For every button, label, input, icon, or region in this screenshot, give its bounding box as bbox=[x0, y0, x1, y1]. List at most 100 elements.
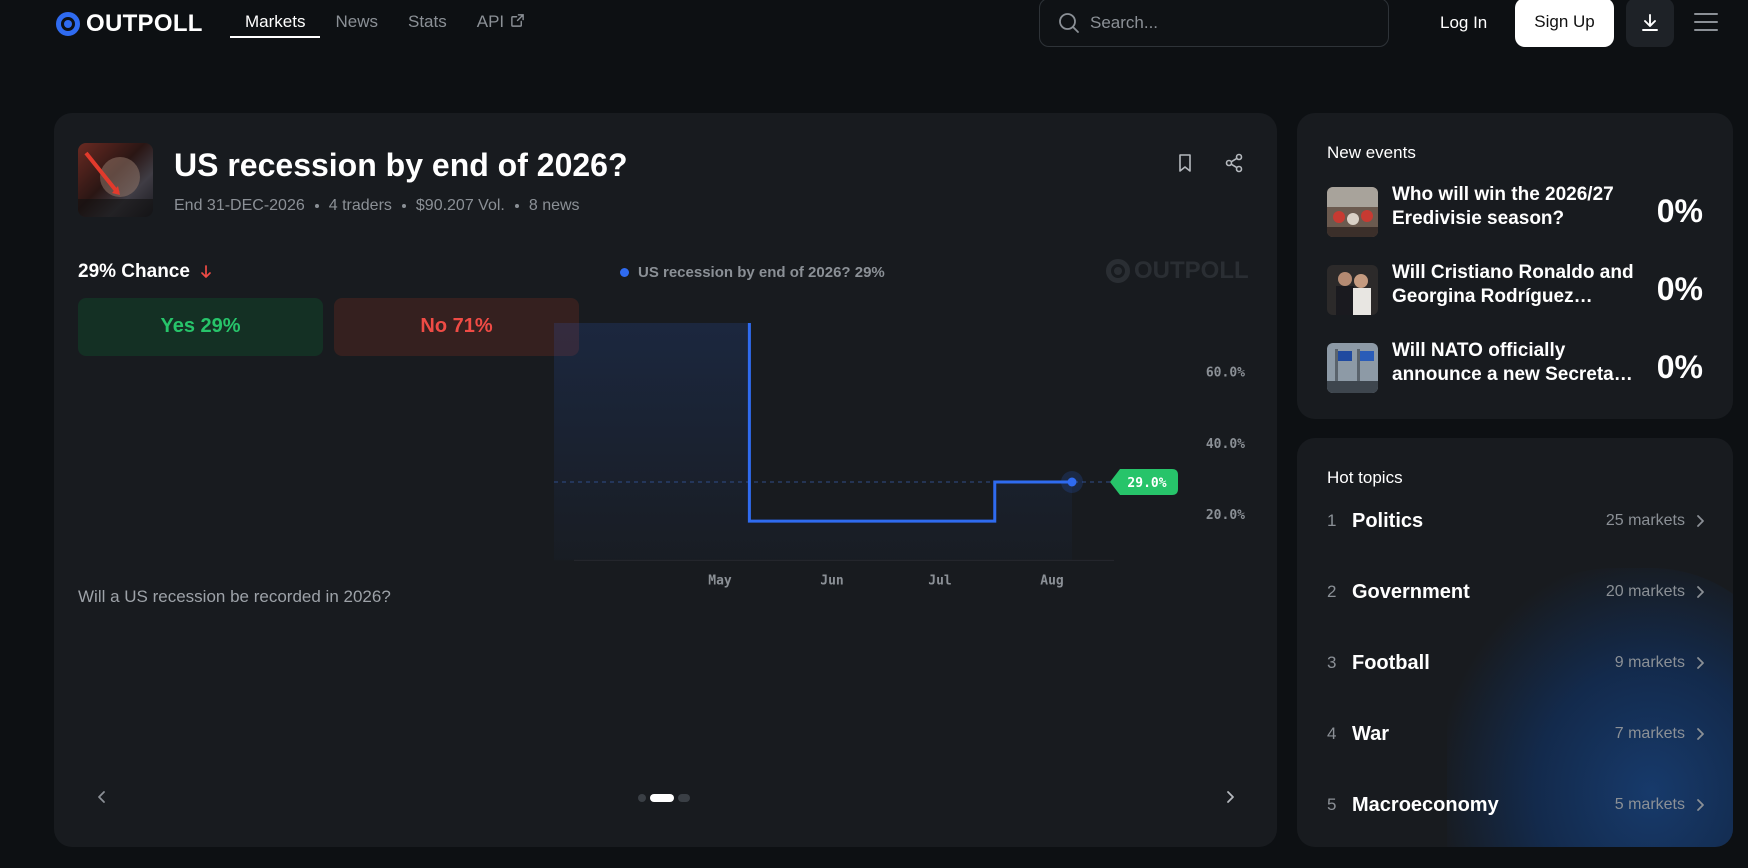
topic-count: 25 markets bbox=[1605, 512, 1685, 529]
chart-legend: US recession by end of 2026? 29% bbox=[620, 264, 885, 281]
no-button[interactable]: No 71% bbox=[334, 298, 579, 356]
hot-topics-card: Hot topics 1 Politics 25 markets 2 Gover… bbox=[1297, 438, 1733, 847]
current-value-label: 29.0% bbox=[1127, 476, 1166, 491]
yes-button[interactable]: Yes 29% bbox=[78, 298, 323, 356]
nav-markets[interactable]: Markets bbox=[230, 0, 321, 38]
event-item[interactable]: Will NATO officially announce a new Secr… bbox=[1327, 339, 1717, 395]
x-tick-label: May bbox=[708, 573, 732, 588]
logo-text: OUTPOLL bbox=[86, 10, 203, 37]
pager-dot-active[interactable] bbox=[650, 794, 674, 802]
download-button[interactable] bbox=[1626, 0, 1674, 47]
new-events-card: New events Who will win the 2026/27 Ered… bbox=[1297, 113, 1733, 419]
y-tick-label: 60.0% bbox=[1206, 366, 1245, 381]
watermark-logo-icon bbox=[1106, 259, 1130, 283]
topic-rank: 5 bbox=[1327, 795, 1337, 814]
event-thumbnail bbox=[1327, 187, 1378, 237]
pager-dot[interactable] bbox=[638, 794, 646, 802]
search-box[interactable] bbox=[1039, 0, 1389, 47]
chevron-right-icon bbox=[1697, 515, 1704, 527]
legend-label: US recession by end of 2026? 29% bbox=[638, 264, 885, 281]
x-tick-label: Jun bbox=[820, 573, 843, 588]
search-input[interactable] bbox=[1090, 12, 1370, 33]
topic-count: 20 markets bbox=[1605, 583, 1685, 600]
y-tick-label: 20.0% bbox=[1206, 508, 1245, 523]
event-percent: 0% bbox=[1656, 271, 1703, 307]
topic-rank: 4 bbox=[1327, 724, 1337, 743]
main-nav: Markets News Stats API bbox=[230, 0, 540, 38]
event-title: Who will win the 2026/27 Eredivisie seas… bbox=[1392, 184, 1614, 229]
topic-name: Football bbox=[1352, 651, 1430, 674]
y-tick-label: 40.0% bbox=[1206, 437, 1245, 452]
market-thumbnail bbox=[78, 143, 153, 217]
carousel-next-button[interactable] bbox=[1216, 783, 1244, 811]
nav-markets-label: Markets bbox=[245, 12, 306, 31]
login-button[interactable]: Log In bbox=[1440, 13, 1488, 32]
topic-name: Politics bbox=[1352, 509, 1424, 532]
chevron-right-icon bbox=[1697, 799, 1704, 811]
news-count: 8 news bbox=[528, 197, 580, 214]
download-icon bbox=[1642, 13, 1658, 31]
event-thumbnail bbox=[1327, 343, 1378, 393]
nav-api[interactable]: API bbox=[462, 0, 540, 38]
market-meta: End 31-DEC-2026 4 traders $90.207 Vol. 8… bbox=[174, 197, 580, 215]
x-tick-label: Jul bbox=[928, 573, 951, 588]
watermark: OUTPOLL bbox=[1106, 257, 1249, 285]
nav-news-label: News bbox=[335, 12, 378, 31]
end-date: End 31-DEC-2026 bbox=[174, 197, 305, 214]
topic-count: 5 markets bbox=[1614, 796, 1685, 813]
pager-dot[interactable] bbox=[678, 794, 690, 802]
topic-name: Government bbox=[1352, 580, 1470, 603]
topic-item[interactable]: 3 Football 9 markets bbox=[1327, 648, 1707, 678]
market-question: Will a US recession be recorded in 2026? bbox=[78, 587, 391, 606]
chevron-left-icon bbox=[98, 791, 105, 803]
chance-label: 29% Chance bbox=[78, 261, 212, 283]
chevron-right-icon bbox=[1697, 586, 1704, 598]
carousel-prev-button[interactable] bbox=[88, 783, 116, 811]
event-item[interactable]: Will Cristiano Ronaldo and Georgina Rodr… bbox=[1327, 261, 1717, 317]
current-value-badge bbox=[1110, 469, 1178, 495]
market-title: US recession by end of 2026? bbox=[174, 147, 628, 183]
current-point bbox=[1067, 477, 1077, 487]
chevron-right-icon bbox=[1227, 791, 1234, 803]
topic-item[interactable]: 4 War 7 markets bbox=[1327, 719, 1707, 749]
event-item[interactable]: Who will win the 2026/27 Eredivisie seas… bbox=[1327, 183, 1717, 239]
chevron-right-icon bbox=[1697, 728, 1704, 740]
nav-stats-label: Stats bbox=[407, 12, 447, 31]
x-tick-label: Aug bbox=[1040, 573, 1063, 588]
external-link-icon bbox=[511, 14, 524, 27]
chart-area-fill bbox=[554, 323, 1072, 561]
topic-count: 9 markets bbox=[1614, 654, 1685, 671]
topic-item[interactable]: 1 Politics 25 markets bbox=[1327, 506, 1707, 536]
chance-value: 29% Chance bbox=[78, 261, 190, 282]
topic-rank: 3 bbox=[1327, 653, 1337, 672]
nav-stats[interactable]: Stats bbox=[393, 0, 462, 38]
hot-topics-title: Hot topics bbox=[1327, 468, 1403, 487]
chevron-right-icon bbox=[1697, 657, 1704, 669]
signup-button[interactable]: Sign Up bbox=[1515, 0, 1614, 47]
separator-dot bbox=[314, 204, 319, 208]
share-icon[interactable] bbox=[1222, 151, 1246, 175]
logo-icon bbox=[56, 12, 80, 36]
event-title: Will Cristiano Ronaldo and Georgina Rodr… bbox=[1392, 262, 1634, 307]
logo[interactable]: OUTPOLL bbox=[56, 10, 203, 38]
hamburger-menu-icon[interactable] bbox=[1694, 8, 1724, 36]
topic-rank: 1 bbox=[1327, 511, 1337, 530]
traders-count: 4 traders bbox=[328, 197, 392, 214]
topic-item[interactable]: 5 Macroeconomy 5 markets bbox=[1327, 790, 1707, 820]
watermark-text: OUTPOLL bbox=[1134, 257, 1249, 284]
separator-dot bbox=[401, 204, 406, 208]
search-icon bbox=[1059, 12, 1079, 33]
bookmark-icon[interactable] bbox=[1173, 151, 1197, 175]
top-bar: OUTPOLL Markets News Stats API Log In Si… bbox=[0, 0, 1748, 48]
topic-name: War bbox=[1352, 722, 1390, 745]
topic-rank: 2 bbox=[1327, 582, 1337, 601]
topic-name: Macroeconomy bbox=[1352, 793, 1499, 816]
arrow-down-icon bbox=[201, 265, 211, 278]
topic-count: 7 markets bbox=[1614, 725, 1685, 742]
nav-news[interactable]: News bbox=[320, 0, 393, 38]
series-line bbox=[747, 323, 1072, 523]
topic-item[interactable]: 2 Government 20 markets bbox=[1327, 577, 1707, 607]
market-card: US recession by end of 2026? End 31-DEC-… bbox=[54, 113, 1277, 847]
carousel-pager bbox=[638, 794, 690, 802]
